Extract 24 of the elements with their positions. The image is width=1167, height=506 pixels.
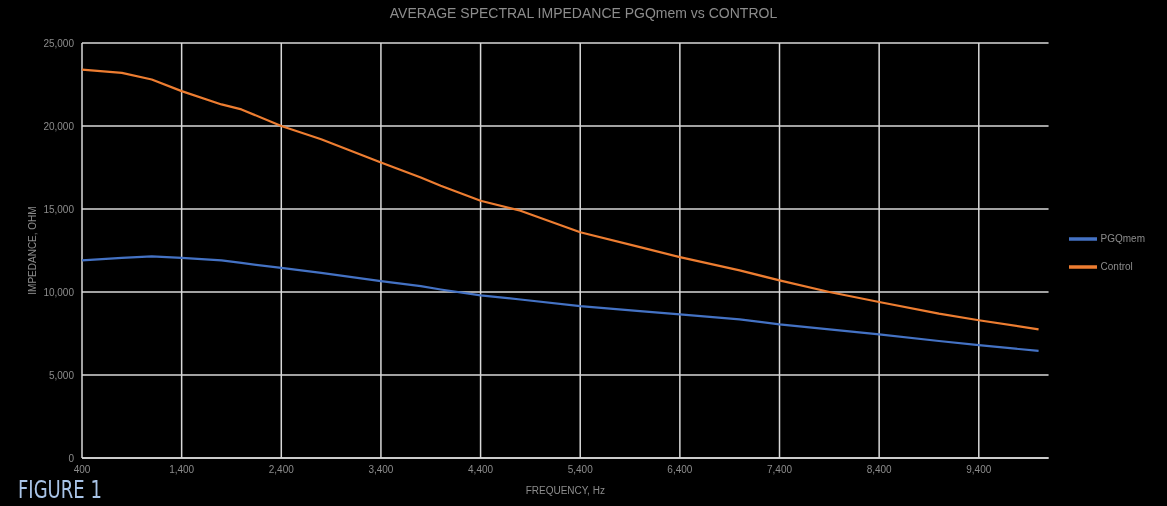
y-tick-label: 10,000 [43,286,75,298]
y-tick-label: 20,000 [43,120,75,132]
x-tick-label: 1,400 [169,464,195,476]
x-tick-label: 5,400 [567,464,594,476]
line-series [82,68,1040,331]
x-tick-label: 6,400 [667,464,693,476]
x-tick-label: 400 [73,464,91,476]
y-axis-title: IMPEDANCE, OHM [26,206,38,295]
chart-title: AVERAGE SPECTRAL IMPEDANCE PGQmem vs CONTROL [388,5,779,21]
x-tick-label: 3,400 [368,464,394,476]
x-tick-label: 9,400 [966,464,992,476]
x-tick-label: 8,400 [866,464,893,476]
x-tick-label: 4,400 [468,464,494,476]
legend-label: Control [1100,260,1133,272]
y-tick-label: 25,000 [43,37,75,49]
x-tick-label: 7,400 [766,464,793,476]
y-tick-label: 0 [68,452,75,464]
y-tick-label: 5,000 [48,369,75,381]
legend-label: PGQmem [1100,232,1145,244]
x-tick-label: 2,400 [268,464,295,476]
x-axis-title: FREQUENCY, Hz [525,485,605,496]
y-tick-label: 15,000 [43,203,75,215]
line-series [82,255,1040,353]
caption: FIGURE 1 [18,476,102,504]
